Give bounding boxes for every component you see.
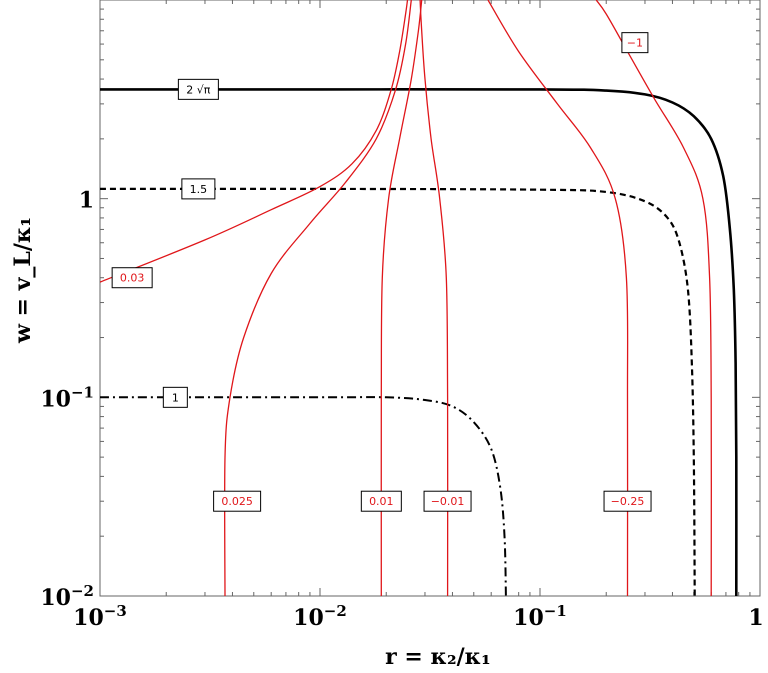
contour-label: 2 √π [186, 83, 211, 96]
contour-label: 0.03 [120, 272, 145, 285]
contour-label-box [621, 32, 649, 54]
axis-ticks [99, 0, 760, 597]
contour-line [380, 0, 423, 596]
contour-line [100, 88, 738, 596]
contour-label: 0.025 [221, 495, 253, 508]
contour-label-box [181, 178, 216, 200]
contour-curves [100, 0, 738, 596]
contour-label: −0.01 [431, 495, 465, 508]
contour-label: −0.25 [611, 495, 645, 508]
contour-label: −1 [627, 37, 643, 50]
contour-label-box [423, 490, 472, 512]
contour-label-box [603, 490, 652, 512]
plot-frame [99, 0, 761, 597]
x-tick-label: 10−1 [513, 602, 567, 631]
y-tick-label: 10−2 [40, 582, 94, 611]
x-axis-title: r = κ₂/κ₁ [385, 644, 491, 670]
y-axis-title: w = v_L/κ₁ [10, 217, 36, 344]
contour-line [100, 187, 696, 596]
y-tick-label: 1 [79, 188, 94, 214]
contour-line [223, 0, 412, 596]
contour-label-box [360, 490, 402, 512]
contour-line [100, 0, 409, 283]
contour-line [419, 0, 449, 596]
y-tick-label: 10−1 [40, 383, 94, 412]
contour-label: 0.01 [369, 495, 394, 508]
contour-label-box [162, 386, 188, 408]
contour-label-box [177, 78, 219, 100]
contour-line [487, 0, 629, 596]
x-tick-label: 1 [748, 605, 763, 631]
x-tick-label: 10−2 [293, 602, 347, 631]
contour-label: 1.5 [190, 183, 208, 196]
contour-label: 1 [172, 391, 179, 404]
x-tick-label: 10−3 [73, 602, 127, 631]
axis-tick-labels: 10−3 10−2 10−1 110−210−11 [40, 188, 763, 631]
contour-label-box [111, 267, 153, 289]
contour-labels: 2 √π 1.5 1 0.03 0.025 0.01 −0.01 −0.25 −1 [111, 32, 652, 512]
contour-label-box [213, 490, 262, 512]
contour-line [595, 0, 712, 596]
